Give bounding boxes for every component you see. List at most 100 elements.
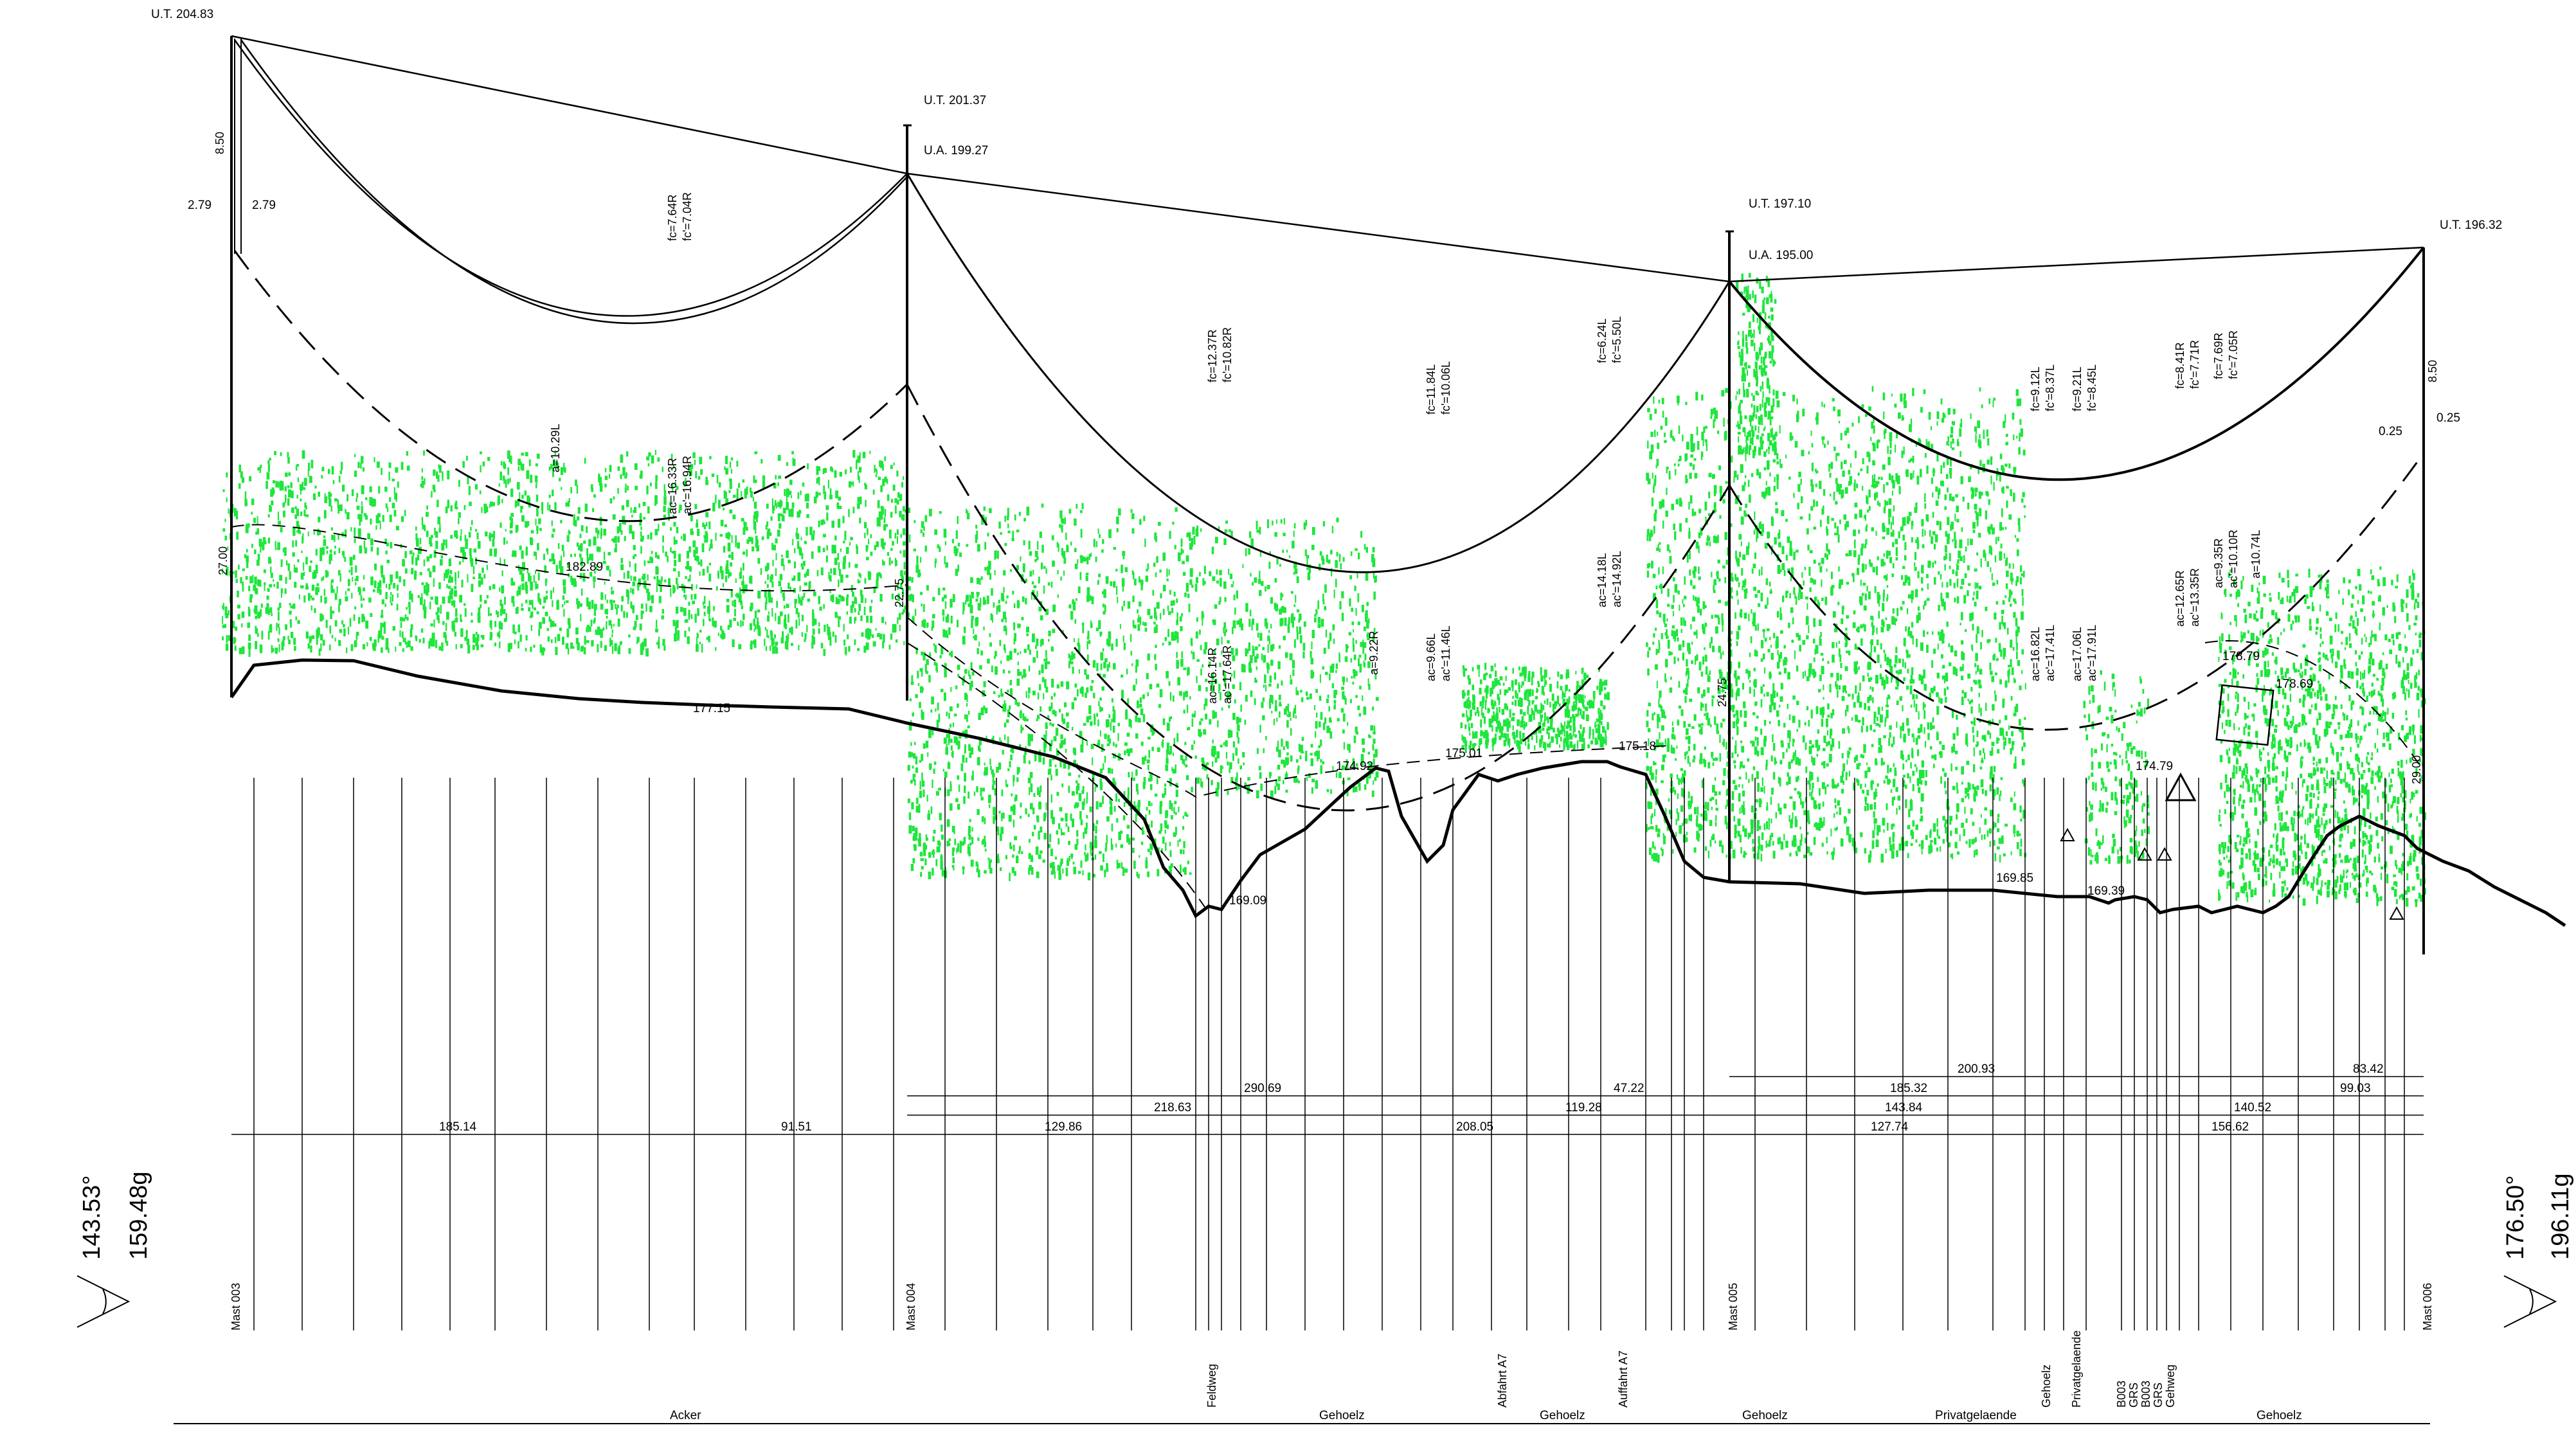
sag-fc2-2: fc'=10.82R [1221, 327, 1234, 382]
mast003-name: Mast 003 [230, 1283, 242, 1330]
crossing-grs-2: GRS [2152, 1383, 2165, 1408]
mast003-ut: U.T. 204.83 [151, 8, 213, 21]
sag-fc2-1: fc'=7.04R [681, 192, 694, 241]
elev-182-89: 182.89 [566, 560, 603, 574]
sag-fc-6: fc=9.21L [2071, 366, 2084, 411]
mast006-name: Mast 006 [2421, 1283, 2434, 1330]
dim-140-52: 140.52 [2234, 1101, 2271, 1114]
sag-ac2-6: ac'=17.91L [2085, 625, 2098, 681]
mast005-ua: U.A. 195.00 [1749, 249, 1813, 262]
sag-ac2-7: ac'=13.35R [2188, 568, 2201, 627]
sag-fc-4: fc=6.24L [1596, 318, 1608, 363]
crossing-gehoelz: Gehoelz [2040, 1365, 2053, 1408]
clearance-a3: a=10.74L [2249, 530, 2262, 578]
left-angle-gon: 159.48g [125, 1172, 152, 1260]
dim-83-42: 83.42 [2353, 1062, 2384, 1076]
crossarm-right-b: 0.25 [2436, 411, 2460, 425]
sag-fc-1: fc=7.64R [666, 194, 679, 241]
sag-ac-5: ac=16.82L [2029, 627, 2042, 681]
dim-200-93: 200.93 [1958, 1062, 1995, 1076]
left-angle-deg: 143.53° [78, 1176, 105, 1260]
sag-ac-1: ac=16.33R [666, 458, 679, 514]
sag-fc-7: fc=8.41R [2174, 342, 2186, 389]
crossing-b003-2: B003 [2139, 1381, 2152, 1408]
elev-178-79: 178.79 [2222, 650, 2260, 663]
clearance-a2: a=9.22R [1367, 631, 1380, 675]
mast004-ua: U.A. 199.27 [924, 144, 988, 157]
station-lines [253, 778, 2405, 1330]
dim-143-84: 143.84 [1885, 1101, 1923, 1114]
elev-169-39: 169.39 [2087, 884, 2125, 898]
dim-156-62: 156.62 [2211, 1120, 2249, 1134]
masts [230, 36, 2425, 954]
dim-119-28: 119.28 [1565, 1101, 1602, 1114]
labels: U.T. 204.83 U.T. 201.37 U.A. 199.27 U.T.… [78, 8, 2574, 1422]
crossarm-left-b: 2.79 [252, 199, 276, 212]
crossing-markers [2060, 684, 2404, 920]
sag-ac2-8: ac'=10.10R [2227, 530, 2240, 588]
mast004-ut: U.T. 201.37 [924, 94, 986, 107]
sag-fc2-5: fc'=8.37L [2044, 364, 2057, 411]
angle-symbols [77, 1275, 2557, 1328]
vegetation-points [222, 273, 2426, 908]
crossing-abfahrt: Abfahrt A7 [1496, 1354, 1509, 1408]
elev-169-85: 169.85 [1996, 872, 2033, 885]
dim-99-03: 99.03 [2340, 1082, 2371, 1095]
sag-ac2-3: ac'=11.46L [1439, 625, 1452, 681]
crossing-gehweg: Gehweg [2164, 1365, 2177, 1408]
sag-ac-4: ac=14.18L [1596, 553, 1608, 607]
sag-fc-5: fc=9.12L [2029, 366, 2042, 411]
sag-ac2-4: ac'=14.92L [1610, 551, 1623, 607]
elev-175-01: 175.01 [1445, 747, 1482, 760]
land-gehoelz-1: Gehoelz [1319, 1409, 1365, 1422]
sag-fc2-8: fc'=7.05R [2227, 330, 2240, 379]
mast006-ut: U.T. 196.32 [2440, 219, 2502, 232]
mast005-height: 24.75 [1716, 678, 1729, 707]
top-chords [231, 35, 2424, 283]
sag-ac2-1: ac'=16.94R [681, 456, 694, 514]
land-privat: Privatgelaende [1935, 1409, 2017, 1422]
elev-175-18: 175.18 [1619, 740, 1656, 753]
dim-129-86: 129.86 [1045, 1120, 1082, 1134]
dimension-lines [174, 1076, 2430, 1424]
clearance-lines [231, 250, 2425, 913]
sag-ac-3: ac=9.66L [1425, 633, 1437, 681]
crossing-auffahrt: Auffahrt A7 [1617, 1350, 1630, 1408]
dim-185-14: 185.14 [439, 1120, 477, 1134]
mast005-ut: U.T. 197.10 [1749, 197, 1811, 211]
mast003-side: 8.50 [213, 132, 226, 154]
conductors [233, 39, 2425, 573]
right-angle-deg: 176.50° [2502, 1176, 2529, 1260]
dim-290-69: 290.69 [1244, 1082, 1281, 1095]
crossarm-left-a: 2.79 [188, 199, 212, 212]
mast003-height: 27.00 [217, 546, 230, 575]
sag-ac-6: ac=17.06L [2071, 627, 2084, 681]
sag-fc2-6: fc'=8.45L [2085, 364, 2098, 411]
mast006-height: 29.00 [2410, 755, 2423, 784]
mast005-name: Mast 005 [1727, 1283, 1740, 1330]
dim-185-32: 185.32 [1890, 1082, 1927, 1095]
sag-ac-8: ac=9.35R [2212, 538, 2225, 588]
elev-174-92: 174.92 [1336, 760, 1373, 773]
crossarm-right-a: 0.25 [2379, 425, 2402, 438]
sag-fc-8: fc=7.69R [2212, 332, 2225, 379]
land-gehoelz-3: Gehoelz [1742, 1409, 1788, 1422]
elev-177-15: 177.15 [693, 702, 730, 715]
dim-218-63: 218.63 [1154, 1101, 1191, 1114]
crossing-b003-1: B003 [2115, 1381, 2128, 1408]
sag-ac2-5: ac'=17.41L [2044, 625, 2057, 681]
land-gehoelz-2: Gehoelz [1540, 1409, 1585, 1422]
mast006-side: 8.50 [2426, 360, 2439, 382]
clearance-a1: a=10.29L [549, 424, 562, 472]
elev-178-69: 178.69 [2276, 677, 2313, 691]
crossing-feldweg: Feldweg [1205, 1364, 1218, 1408]
elev-169-09: 169.09 [1229, 894, 1266, 908]
sag-ac2-2: ac'=17.64R [1221, 645, 1234, 704]
sag-ac-7: ac=12.65R [2174, 570, 2186, 627]
mast004-name: Mast 004 [905, 1283, 917, 1330]
land-acker: Acker [670, 1409, 701, 1422]
crossing-grs-1: GRS [2127, 1383, 2140, 1408]
dim-127-74: 127.74 [1871, 1120, 1909, 1134]
sag-fc2-4: fc'=5.50L [1610, 316, 1623, 363]
